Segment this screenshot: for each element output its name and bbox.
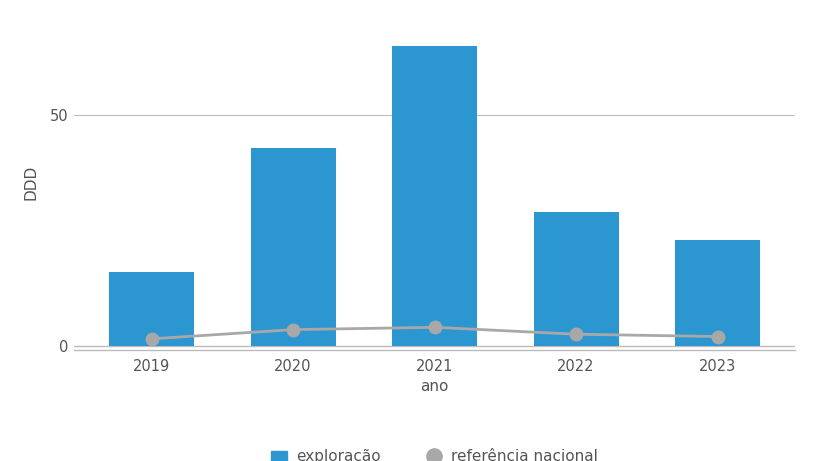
Bar [674,240,759,346]
Bar [391,46,477,346]
Bar [251,148,335,346]
X-axis label: ano: ano [420,379,448,394]
Legend: exploração, referência nacional: exploração, referência nacional [265,443,603,461]
Bar [109,272,194,346]
Y-axis label: DDD: DDD [24,165,38,200]
Bar [533,212,618,346]
